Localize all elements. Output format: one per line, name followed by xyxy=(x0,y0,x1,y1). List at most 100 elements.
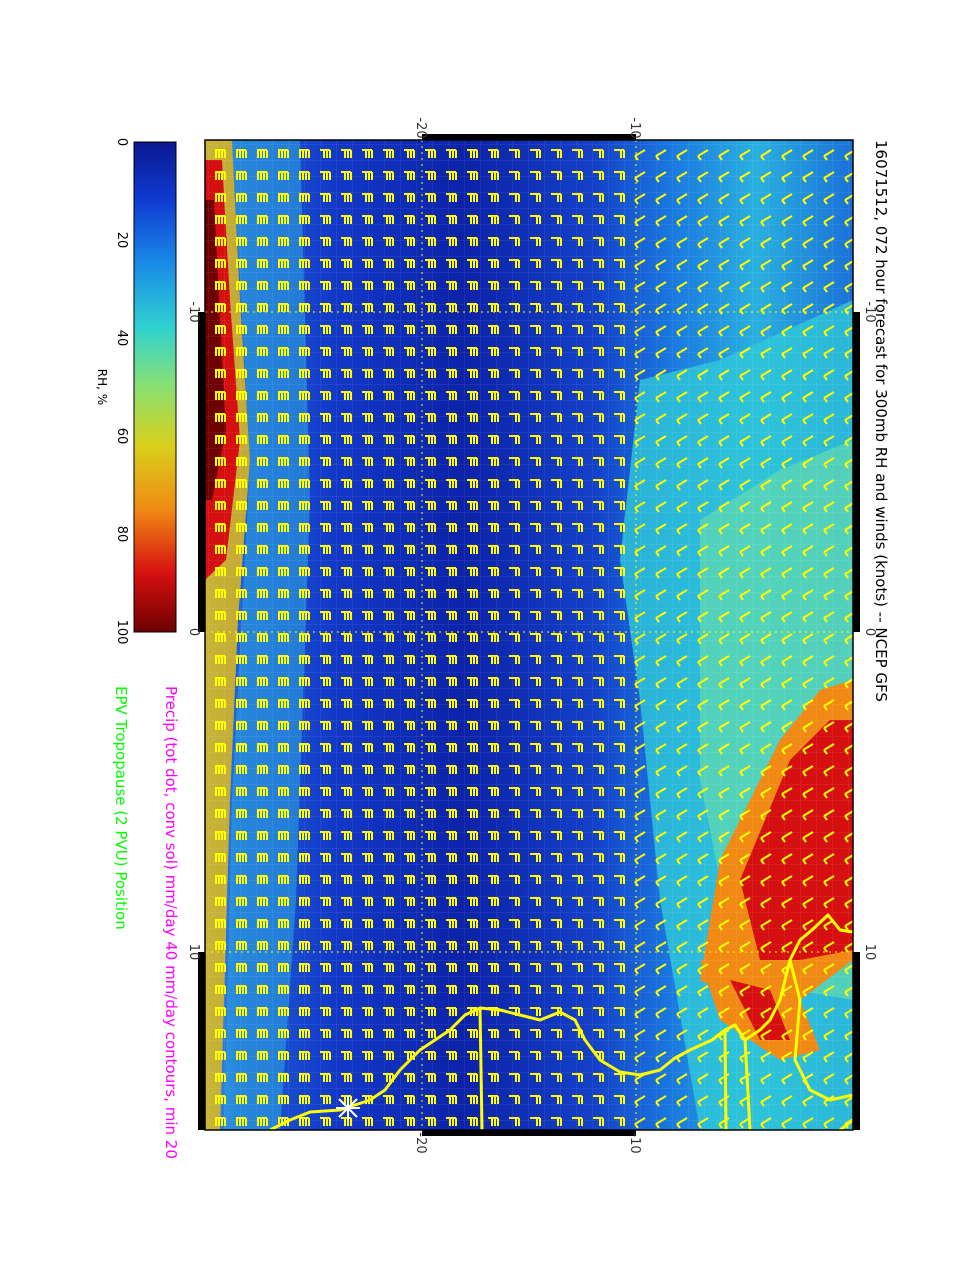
wind-barb xyxy=(236,457,247,466)
wind-barb xyxy=(236,897,247,906)
wind-barb xyxy=(739,677,751,689)
wind-barb xyxy=(551,721,562,730)
wind-barb xyxy=(760,391,772,403)
wind-barb xyxy=(802,347,814,359)
wind-barb xyxy=(781,1029,793,1041)
wind-barb xyxy=(320,457,331,466)
wind-barb xyxy=(530,831,541,840)
wind-barb xyxy=(655,149,667,161)
wind-barb xyxy=(362,699,373,708)
wind-barb xyxy=(844,238,853,249)
wind-barb xyxy=(299,765,310,774)
wind-barb xyxy=(530,567,541,576)
wind-barb xyxy=(404,1029,415,1038)
wind-barb xyxy=(215,369,226,378)
wind-barb xyxy=(257,325,268,334)
wind-barb xyxy=(446,435,457,444)
wind-barb xyxy=(509,325,520,334)
wind-barb xyxy=(572,941,583,950)
wind-barb xyxy=(341,1117,352,1126)
wind-barb xyxy=(467,171,478,180)
wind-barb xyxy=(718,655,730,667)
wind-barb xyxy=(509,941,520,950)
wind-barb xyxy=(425,1007,436,1016)
wind-barb xyxy=(697,655,709,667)
wind-barb xyxy=(530,787,541,796)
tropopause-legend: EPV Tropopause (2 PVU) Position xyxy=(112,686,130,930)
wind-barb xyxy=(823,985,835,997)
wind-barb xyxy=(341,1073,352,1082)
wind-barb xyxy=(215,611,226,620)
wind-barb xyxy=(488,193,499,202)
wind-barb xyxy=(257,391,268,400)
map-title: 16071512, 072 hour forecast for 300mb RH… xyxy=(872,140,890,702)
wind-barb xyxy=(488,215,499,224)
wind-barb xyxy=(614,325,625,334)
wind-barb xyxy=(341,457,352,466)
wind-barb xyxy=(530,655,541,664)
wind-barb xyxy=(257,787,268,796)
wind-barb xyxy=(760,479,772,491)
wind-barb xyxy=(362,325,373,334)
wind-barb xyxy=(467,347,478,356)
wind-barb xyxy=(236,787,247,796)
wind-barb xyxy=(530,523,541,532)
wind-barb xyxy=(718,501,730,513)
wind-barb xyxy=(320,831,331,840)
wind-barb xyxy=(614,259,625,268)
wind-barb xyxy=(341,765,352,774)
wind-barb xyxy=(739,633,751,645)
wind-barb xyxy=(404,831,415,840)
wind-barb xyxy=(341,941,352,950)
wind-barb xyxy=(509,1029,520,1038)
wind-barb xyxy=(488,809,499,818)
wind-barb xyxy=(739,655,751,667)
wind-barb xyxy=(257,1117,268,1126)
wind-barb xyxy=(676,787,688,799)
wind-barb xyxy=(634,941,646,953)
wind-barb xyxy=(509,743,520,752)
wind-barb xyxy=(320,875,331,884)
wind-barb xyxy=(739,721,751,733)
wind-barb xyxy=(718,171,730,183)
wind-barb xyxy=(257,171,268,180)
wind-barb xyxy=(446,809,457,818)
wind-barb xyxy=(760,1117,772,1129)
wind-barb xyxy=(257,633,268,642)
wind-barb xyxy=(404,171,415,180)
wind-barb xyxy=(614,633,625,642)
wind-barb xyxy=(257,303,268,312)
wind-barb xyxy=(593,567,604,576)
wind-barb xyxy=(257,479,268,488)
wind-barb xyxy=(278,589,289,598)
wind-barb xyxy=(572,171,583,180)
wind-barb xyxy=(530,457,541,466)
wind-barb xyxy=(718,1007,730,1019)
wind-barb xyxy=(718,325,730,337)
wind-barb xyxy=(697,589,709,601)
wind-barb xyxy=(425,655,436,664)
wind-barb xyxy=(802,215,814,227)
wind-barb xyxy=(341,1051,352,1060)
wind-barb xyxy=(362,611,373,620)
wind-barb xyxy=(655,479,667,491)
wind-barb xyxy=(781,897,793,909)
wind-barb xyxy=(446,479,457,488)
wind-barb xyxy=(446,699,457,708)
wind-barb xyxy=(425,633,436,642)
wind-barb xyxy=(781,369,793,381)
wind-barb xyxy=(718,281,730,293)
wind-barb xyxy=(383,259,394,268)
left-tick-label: 0 xyxy=(186,628,201,636)
wind-barb xyxy=(362,435,373,444)
wind-barb xyxy=(760,743,772,755)
wind-barb xyxy=(844,744,853,755)
wind-barb xyxy=(509,237,520,246)
wind-barb xyxy=(236,413,247,422)
wind-barb xyxy=(404,259,415,268)
wind-barb xyxy=(593,523,604,532)
wind-barb xyxy=(655,589,667,601)
wind-barb xyxy=(383,237,394,246)
wind-barb xyxy=(320,193,331,202)
wind-barb xyxy=(383,1007,394,1016)
